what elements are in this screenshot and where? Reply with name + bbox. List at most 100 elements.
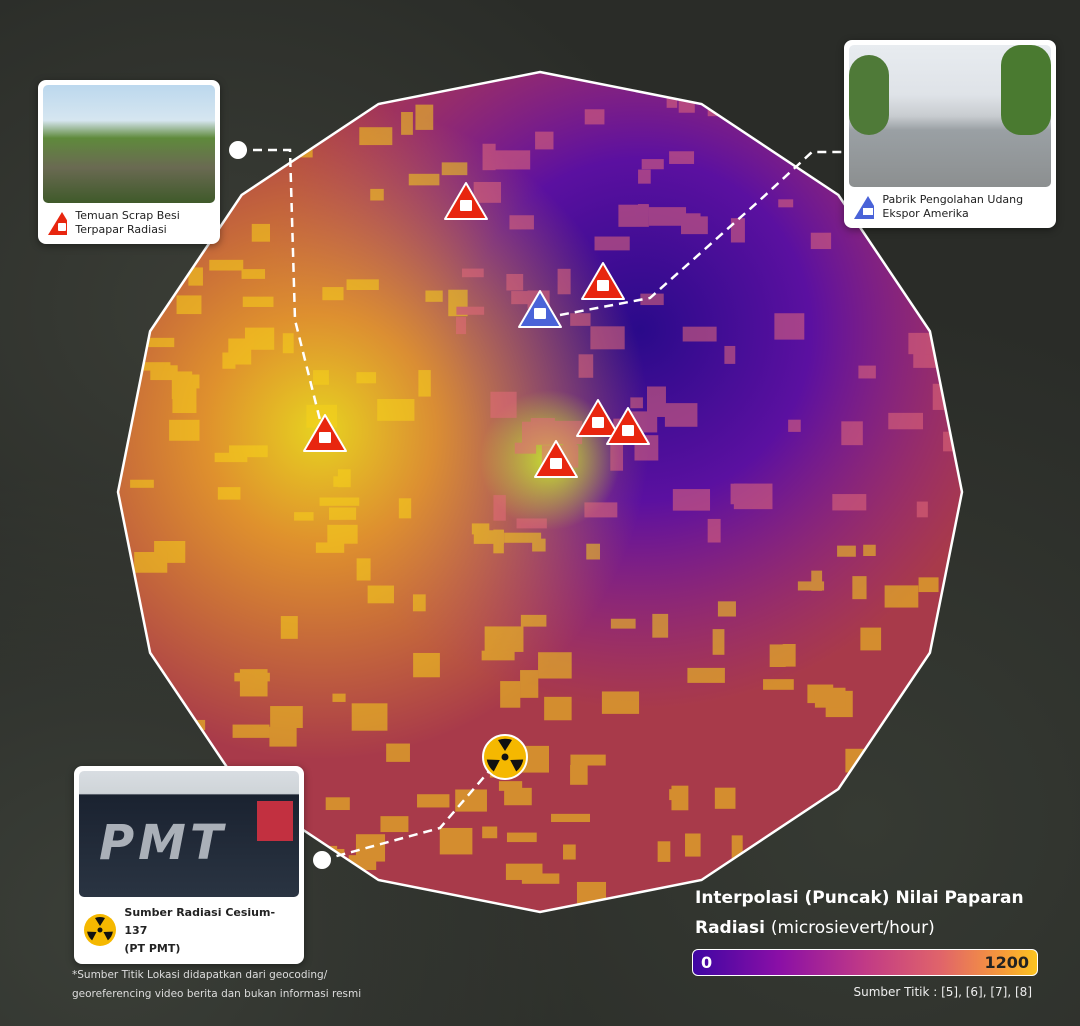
building <box>214 452 248 463</box>
building <box>548 420 583 445</box>
building <box>888 412 924 430</box>
building <box>367 585 394 604</box>
building <box>294 512 314 521</box>
building <box>584 109 605 125</box>
building <box>578 354 594 378</box>
building <box>498 781 523 791</box>
building <box>594 236 630 251</box>
building <box>417 794 450 808</box>
building <box>217 487 241 500</box>
building <box>268 119 281 129</box>
building <box>176 295 202 315</box>
building <box>590 326 625 350</box>
legend-title-text: Interpolasi (Puncak) Nilai Paparan Radia… <box>695 888 1024 938</box>
building <box>504 787 532 806</box>
factory-label: Pabrik Pengolahan Udang Ekspor Amerika <box>882 193 1024 220</box>
building <box>646 386 666 414</box>
building <box>282 333 294 354</box>
shrimp-factory-marker[interactable] <box>518 290 562 328</box>
radiation-trefoil-icon <box>84 914 116 946</box>
building <box>352 858 377 870</box>
building <box>139 362 171 371</box>
building <box>418 370 431 397</box>
building <box>913 349 937 368</box>
building <box>774 313 805 340</box>
building <box>610 618 636 629</box>
building <box>346 279 379 290</box>
building <box>315 542 345 553</box>
building <box>359 127 393 146</box>
building <box>130 479 154 488</box>
building <box>401 112 413 135</box>
building <box>827 801 862 825</box>
building <box>398 498 412 519</box>
building <box>408 173 440 186</box>
building <box>473 181 502 203</box>
legend-source: Sumber Titik : [5], [6], [7], [8] <box>853 985 1033 999</box>
building <box>482 143 496 171</box>
building <box>819 853 842 872</box>
factory-photo <box>849 45 1051 187</box>
legend-unit: (microsievert/hour) <box>770 918 935 938</box>
disclaimer-note: *Sumber Titik Lokasi didapatkan dari geo… <box>72 969 362 1000</box>
legend-min: 0 <box>701 953 713 972</box>
building <box>356 558 371 581</box>
scrap-iron-marker[interactable] <box>534 440 578 478</box>
building <box>908 332 945 355</box>
building <box>637 204 649 217</box>
building <box>570 754 606 766</box>
scrap-iron-marker[interactable] <box>576 399 620 437</box>
building <box>860 627 882 651</box>
building <box>640 293 664 306</box>
building <box>333 476 346 487</box>
building <box>890 778 923 800</box>
building <box>504 532 542 543</box>
building <box>584 502 618 518</box>
building <box>763 679 794 690</box>
building <box>516 518 547 529</box>
building <box>356 372 377 384</box>
building <box>425 290 443 302</box>
building <box>884 585 919 608</box>
scrap-iron-marker[interactable] <box>606 407 650 445</box>
building <box>484 626 524 652</box>
study-area-boundary <box>116 70 964 914</box>
building <box>724 345 736 364</box>
building <box>731 835 743 861</box>
building <box>232 724 270 738</box>
building <box>386 743 410 762</box>
building <box>370 188 384 201</box>
building <box>229 445 268 458</box>
building <box>657 841 671 862</box>
building <box>551 813 591 823</box>
building <box>455 789 487 812</box>
building <box>267 92 303 121</box>
building <box>325 797 350 811</box>
building <box>712 629 725 655</box>
building <box>521 421 533 445</box>
building <box>852 576 867 600</box>
scrap-iron-marker[interactable] <box>303 414 347 452</box>
building <box>269 726 297 747</box>
building <box>672 489 711 511</box>
building <box>916 501 928 518</box>
building <box>456 306 485 315</box>
building <box>377 399 415 421</box>
building <box>641 159 664 170</box>
scrap-iron-marker[interactable] <box>581 262 625 300</box>
building <box>456 317 467 335</box>
scrap-iron-marker[interactable] <box>444 182 488 220</box>
building <box>685 833 701 857</box>
building <box>141 286 155 301</box>
building <box>669 151 695 164</box>
callout-shrimp-factory: Pabrik Pengolahan Udang Ekspor Amerika <box>844 40 1056 228</box>
building <box>145 337 175 348</box>
source-label-line1: Sumber Radiasi Cesium-137 <box>124 906 276 937</box>
building <box>648 207 687 226</box>
building <box>520 614 547 627</box>
building <box>687 667 725 683</box>
pmt-sign: PMT <box>99 815 227 871</box>
building <box>521 873 560 884</box>
building <box>811 570 823 591</box>
building <box>563 844 576 860</box>
